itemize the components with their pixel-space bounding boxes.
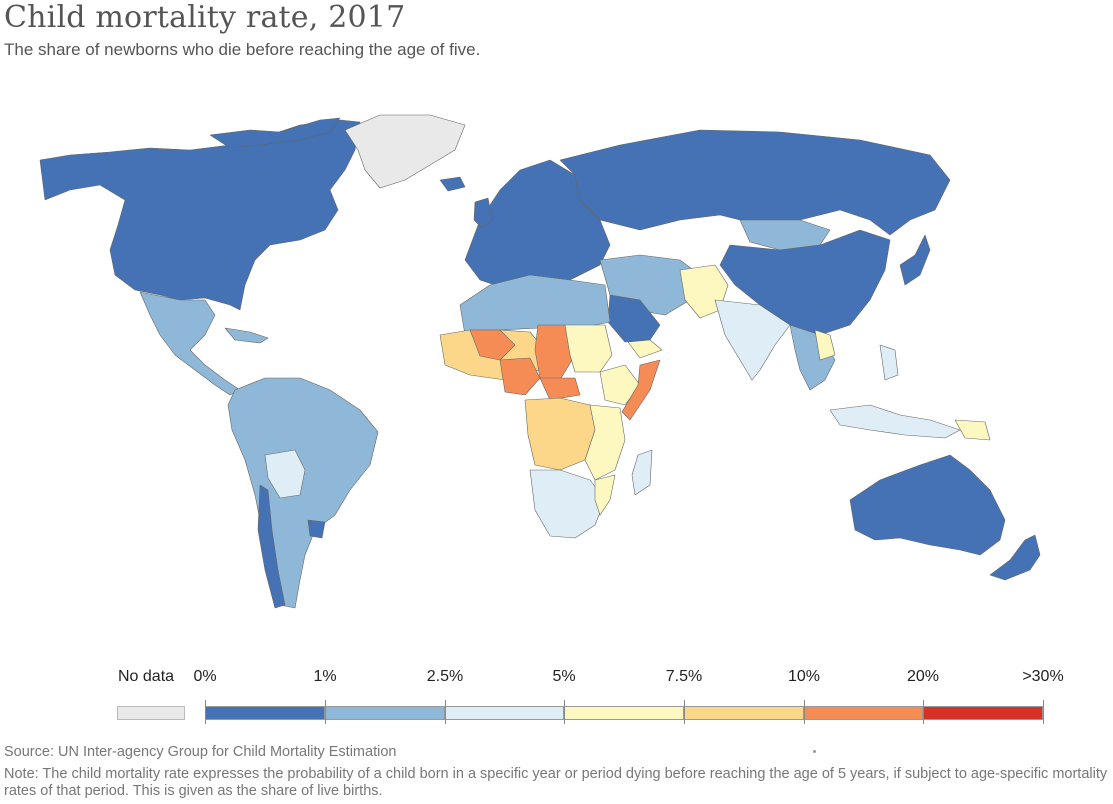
- region-iceland[interactable]: [439, 176, 466, 192]
- legend-break-label: 20%: [906, 668, 940, 685]
- region-india[interactable]: [714, 299, 791, 381]
- legend-swatch: [445, 706, 564, 720]
- legend-swatch: [205, 706, 325, 720]
- region-nigeria[interactable]: [499, 357, 541, 396]
- legend-break-label: 10%: [787, 668, 821, 685]
- region-yemen[interactable]: [627, 339, 663, 359]
- region-somalia[interactable]: [621, 359, 661, 421]
- legend-tick: [205, 700, 206, 724]
- legend-tick: [804, 700, 805, 724]
- region-east-africa[interactable]: [584, 404, 626, 481]
- region-car[interactable]: [539, 377, 581, 401]
- note-text: Note: The child mortality rate expresses…: [4, 766, 1108, 799]
- legend-tick: [684, 700, 685, 724]
- legend-tick: [923, 700, 924, 724]
- region-chile[interactable]: [257, 484, 286, 609]
- region-south-america[interactable]: [227, 377, 379, 609]
- region-central-america[interactable]: [139, 291, 241, 396]
- legend-swatch: [804, 706, 923, 720]
- legend-swatch: [684, 706, 804, 720]
- region-madagascar[interactable]: [631, 449, 653, 496]
- source-text: Source: UN Inter-agency Group for Child …: [4, 744, 397, 760]
- region-southern-africa[interactable]: [529, 469, 606, 539]
- region-japan[interactable]: [899, 234, 931, 286]
- region-myanmar-laos[interactable]: [814, 329, 836, 361]
- region-bolivia[interactable]: [264, 449, 306, 499]
- legend-break-label: 7.5%: [665, 668, 703, 685]
- region-philippines[interactable]: [879, 344, 899, 381]
- region-indonesia[interactable]: [829, 404, 961, 439]
- legend-tick: [1043, 700, 1044, 724]
- legend-nodata-swatch: [117, 706, 185, 720]
- legend-swatch: [923, 706, 1043, 720]
- legend-break-label: 1%: [313, 668, 337, 685]
- region-mozambique[interactable]: [594, 474, 616, 516]
- decorative-dot: [813, 750, 816, 753]
- region-central-africa[interactable]: [524, 397, 596, 471]
- region-new-zealand[interactable]: [989, 534, 1041, 581]
- region-arctic-islands[interactable]: [209, 117, 341, 149]
- legend-swatch: [325, 706, 445, 720]
- region-australia[interactable]: [849, 454, 1006, 556]
- legend-swatch: [564, 706, 684, 720]
- region-papua-new-guinea[interactable]: [954, 419, 991, 441]
- legend-nodata-label: No data: [118, 668, 175, 685]
- world-choropleth-map: [39, 114, 1041, 609]
- region-china[interactable]: [719, 229, 891, 336]
- region-uruguay[interactable]: [307, 519, 326, 539]
- region-mali-niger[interactable]: [469, 329, 516, 361]
- region-greenland[interactable]: [344, 114, 466, 189]
- map-subtitle: The share of newborns who die before rea…: [4, 40, 481, 59]
- region-sudan[interactable]: [564, 324, 613, 373]
- color-legend: No data 0% 1% 2.5% 5% 7.5% 10% 20% >30%: [0, 660, 1113, 730]
- region-caribbean[interactable]: [224, 327, 269, 344]
- legend-tick: [325, 700, 326, 724]
- legend-break-label: 0%: [193, 668, 217, 685]
- region-north-america[interactable]: [39, 119, 361, 311]
- legend-break-label: 2.5%: [426, 668, 464, 685]
- legend-break-label: 5%: [552, 668, 576, 685]
- region-uk[interactable]: [473, 197, 493, 229]
- legend-tick: [445, 700, 446, 724]
- map-title: Child mortality rate, 2017: [4, 0, 406, 35]
- legend-tick: [564, 700, 565, 724]
- legend-break-label: >30%: [1022, 668, 1064, 685]
- region-russia[interactable]: [559, 129, 951, 236]
